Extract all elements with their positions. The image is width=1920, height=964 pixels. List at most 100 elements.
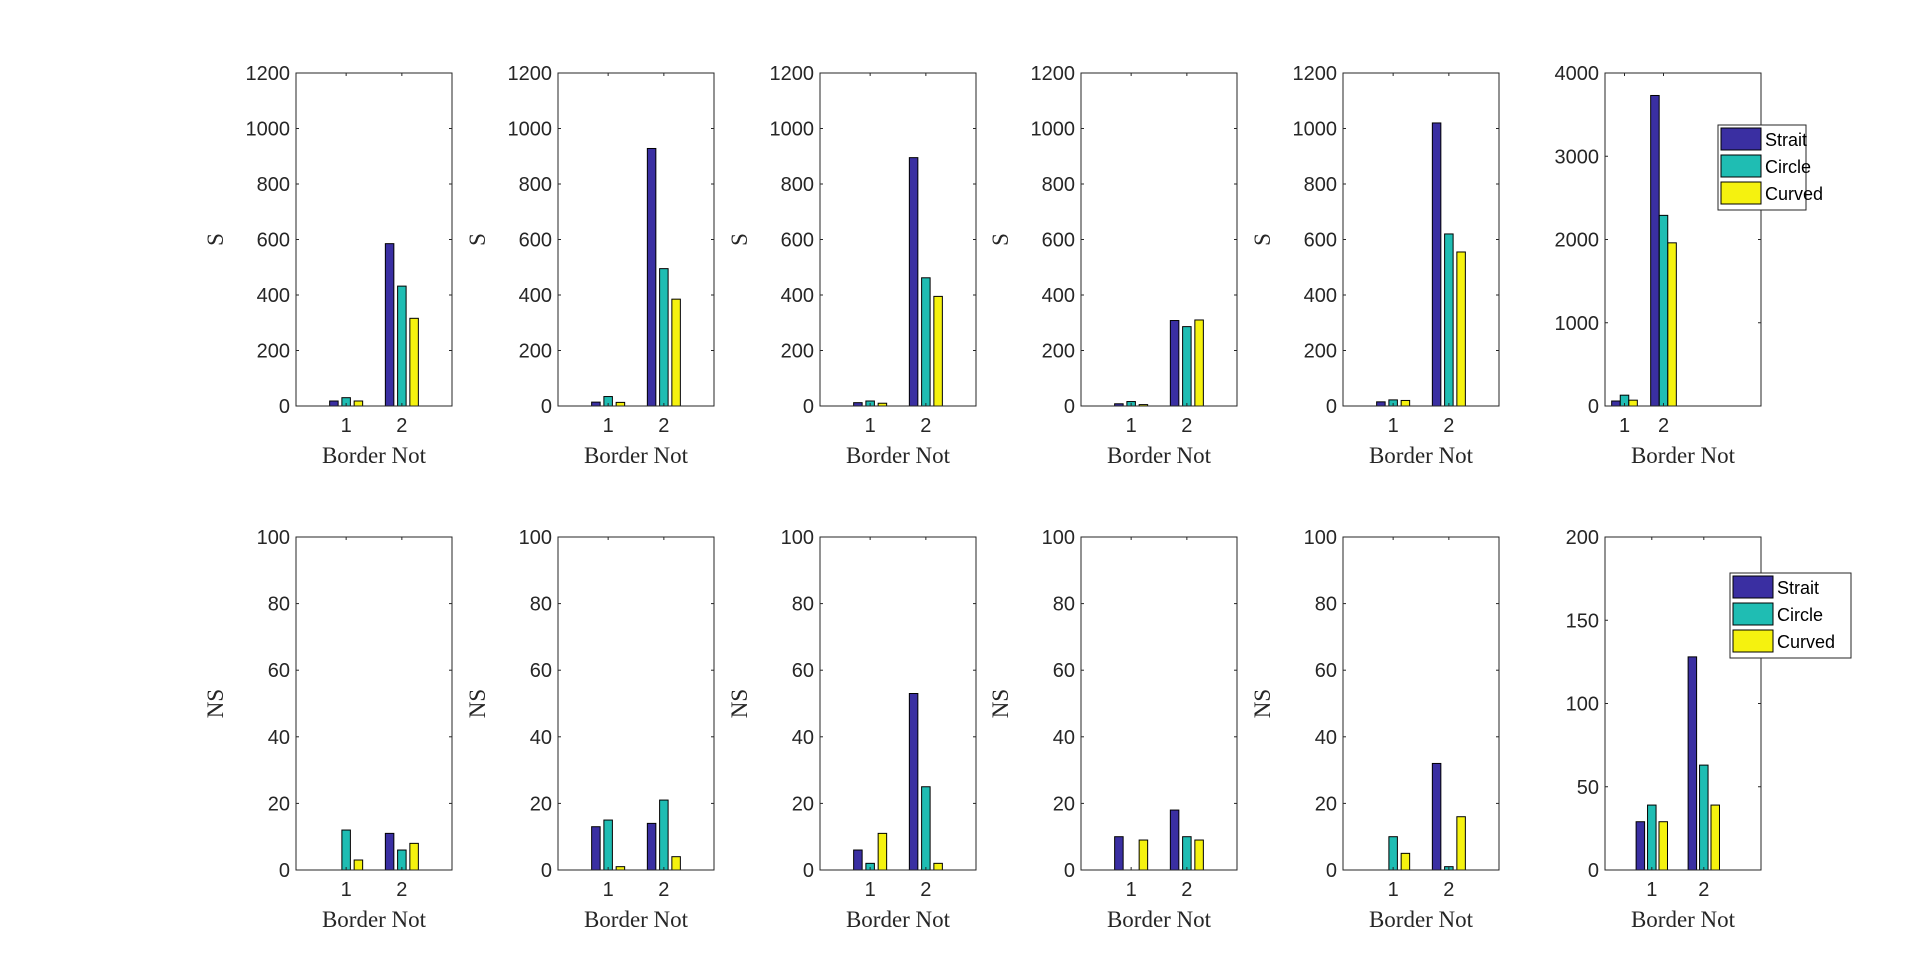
- bar-circle-cat2: [659, 799, 669, 871]
- y-tick-label: 0: [279, 396, 290, 418]
- x-tick-label: 2: [1658, 415, 1669, 437]
- x-tick-label: 2: [658, 415, 669, 437]
- bar-curved-cat2: [1456, 816, 1466, 871]
- x-tick-label: 1: [1126, 415, 1137, 437]
- x-tick-label: 1: [1388, 415, 1399, 437]
- y-tick-label: 40: [1315, 727, 1337, 749]
- y-tick-label: 60: [1053, 660, 1075, 682]
- y-tick-label: 800: [257, 174, 290, 196]
- legend-swatch-circle: [1732, 602, 1774, 626]
- x-axis-title: Border Not: [322, 907, 427, 932]
- y-axis-title: S: [727, 233, 752, 246]
- bar-strait-cat1: [1114, 836, 1124, 871]
- y-tick-label: 1200: [1031, 63, 1076, 85]
- x-tick-label: 2: [1698, 879, 1709, 901]
- y-tick-label: 80: [1315, 594, 1337, 616]
- y-tick-label: 400: [519, 285, 552, 307]
- x-axis-title: Border Not: [584, 907, 689, 932]
- y-tick-label: 800: [1304, 174, 1337, 196]
- y-axis-title: S: [1250, 233, 1275, 246]
- y-tick-label: 600: [781, 230, 814, 252]
- y-tick-label: 100: [1042, 527, 1075, 549]
- bar-curved-cat1: [353, 859, 364, 871]
- bar-curved-cat1: [1138, 839, 1149, 871]
- bar-circle-cat2: [1182, 326, 1192, 407]
- y-tick-label: 100: [1566, 694, 1599, 716]
- y-tick-label: 200: [1566, 527, 1599, 549]
- chart-panel-r2c3: 0 20 40 60 80 100 1 2 Border Not NS: [727, 527, 977, 932]
- legend-label-circle: Circle: [1777, 605, 1823, 625]
- y-tick-label: 600: [519, 230, 552, 252]
- y-tick-label: 80: [792, 594, 814, 616]
- y-axis-title: S: [988, 233, 1013, 246]
- y-tick-label: 0: [279, 860, 290, 882]
- legend-swatch-strait: [1732, 575, 1774, 599]
- axes-box: [1342, 72, 1500, 407]
- bar-curved-cat1: [1658, 821, 1668, 871]
- bar-strait-cat1: [329, 400, 339, 407]
- bar-circle-cat1: [603, 819, 613, 871]
- y-tick-label: 1000: [508, 119, 553, 141]
- y-tick-label: 0: [803, 860, 814, 882]
- y-tick-label: 400: [1304, 285, 1337, 307]
- y-tick-label: 600: [257, 230, 290, 252]
- axes-box: [1080, 72, 1238, 407]
- x-tick-label: 1: [1388, 879, 1399, 901]
- y-tick-label: 0: [1064, 396, 1075, 418]
- bar-curved-cat2: [1194, 319, 1204, 407]
- bar-strait-cat2: [384, 243, 395, 407]
- y-tick-label: 600: [1042, 230, 1075, 252]
- x-tick-label: 2: [1443, 879, 1454, 901]
- bar-strait-cat2: [646, 147, 657, 407]
- y-axis-title: NS: [727, 689, 752, 718]
- chart-panel-r1c4: 0 200 400 600 800 1000 1200 1 2 Border Not S: [988, 63, 1238, 468]
- y-tick-label: 0: [1064, 860, 1075, 882]
- x-tick-label: 1: [1619, 415, 1630, 437]
- bar-strait-cat2: [908, 693, 919, 871]
- bar-strait-cat2: [1169, 320, 1180, 407]
- y-tick-label: 80: [530, 594, 552, 616]
- y-tick-label: 0: [541, 396, 552, 418]
- y-tick-label: 1000: [246, 119, 291, 141]
- legend: Strait Circle Curved: [1729, 572, 1852, 659]
- bar-curved-cat2: [1456, 251, 1466, 407]
- y-tick-label: 2000: [1555, 230, 1600, 252]
- bar-strait-cat1: [1611, 400, 1621, 407]
- axes-box: [557, 72, 715, 407]
- bar-circle-cat1: [1647, 804, 1657, 871]
- bar-strait-cat2: [1169, 809, 1180, 871]
- y-tick-label: 600: [1304, 230, 1337, 252]
- axes-box: [819, 536, 977, 871]
- y-tick-label: 800: [519, 174, 552, 196]
- bar-strait-cat2: [1431, 762, 1442, 871]
- x-tick-label: 1: [1646, 879, 1657, 901]
- y-axis-title: NS: [1250, 689, 1275, 718]
- x-tick-label: 1: [1126, 879, 1137, 901]
- y-tick-label: 40: [1053, 727, 1075, 749]
- axes-box: [819, 72, 977, 407]
- bar-circle-cat1: [1388, 836, 1398, 871]
- y-tick-label: 40: [268, 727, 290, 749]
- x-tick-label: 2: [1181, 415, 1192, 437]
- y-axis-title: NS: [988, 689, 1013, 718]
- bar-circle-cat2: [921, 786, 931, 871]
- legend-swatch-curved: [1732, 629, 1774, 653]
- chart-panel-r1c1: 0 200 400 600 800 1000 1200 1 2 Border Not S: [203, 63, 453, 468]
- y-tick-label: 200: [1304, 341, 1337, 363]
- bar-circle-cat2: [397, 285, 407, 407]
- y-tick-label: 60: [530, 660, 552, 682]
- y-tick-label: 800: [1042, 174, 1075, 196]
- bar-curved-cat2: [671, 856, 681, 871]
- y-tick-label: 400: [1042, 285, 1075, 307]
- y-tick-label: 0: [1326, 860, 1337, 882]
- y-tick-label: 200: [781, 341, 814, 363]
- bar-curved-cat2: [409, 842, 419, 871]
- bar-strait-cat2: [908, 157, 919, 407]
- x-axis-title: Border Not: [1107, 443, 1212, 468]
- y-tick-label: 60: [792, 660, 814, 682]
- y-tick-label: 60: [1315, 660, 1337, 682]
- y-tick-label: 400: [257, 285, 290, 307]
- y-tick-label: 40: [530, 727, 552, 749]
- bar-curved-cat1: [1400, 399, 1411, 407]
